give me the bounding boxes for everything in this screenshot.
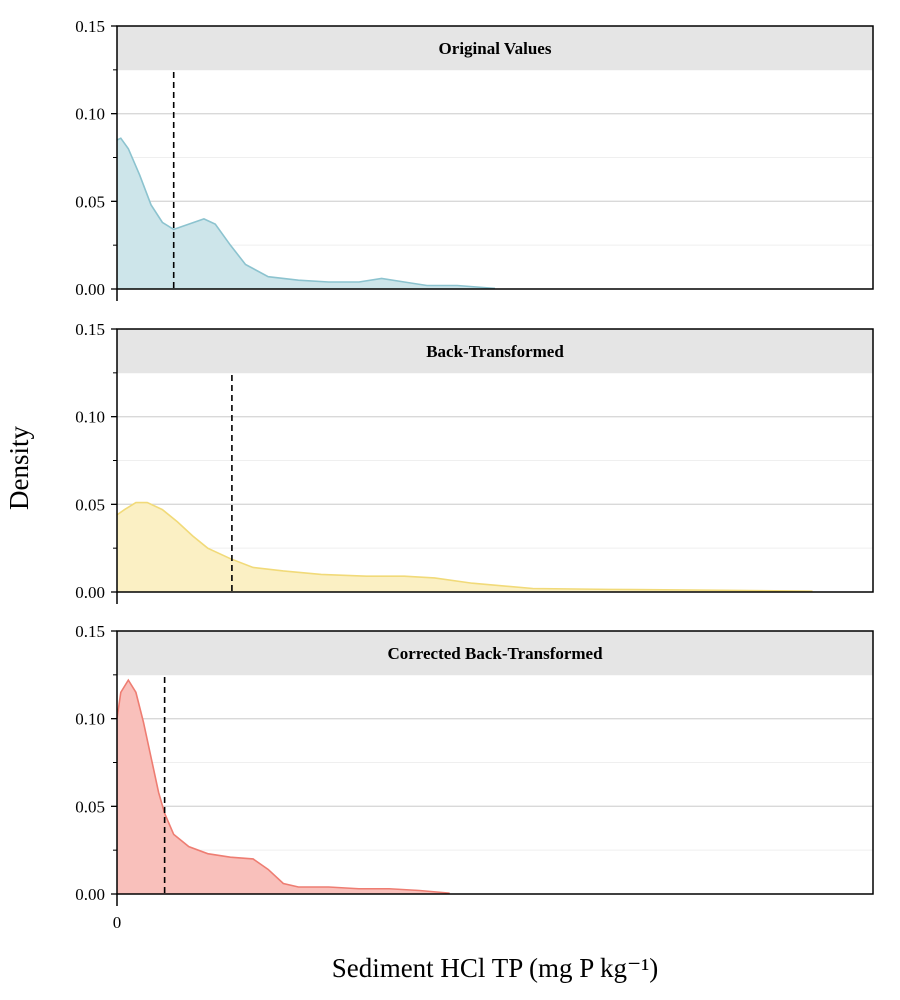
panel-1: Original Values 0.00 0.05 0.10 0.15 — [75, 17, 874, 301]
y-tick-label: 0.15 — [75, 622, 105, 641]
y-tick-label: 0.05 — [75, 495, 105, 514]
density-area — [117, 138, 495, 289]
y-tick-label: 0.00 — [75, 280, 105, 299]
density-line — [116, 501, 813, 592]
y-axis-title: Density — [4, 426, 34, 510]
panels-group: Original Values0.000.050.100.15Back-Tran… — [75, 17, 874, 932]
facet-strip — [117, 631, 873, 675]
y-tick-label: 0.15 — [75, 17, 105, 36]
density-line — [116, 137, 496, 290]
density-line — [116, 678, 450, 894]
y-tick-label: 0.05 — [75, 192, 105, 211]
y-tick-label: 0.10 — [75, 105, 105, 124]
density-area — [117, 680, 450, 894]
facet-strip-label: Original Values — [439, 39, 552, 58]
y-tick-label: 0.00 — [75, 885, 105, 904]
facet-strip — [117, 26, 873, 70]
density-area — [117, 502, 813, 592]
y-tick-label: 0.00 — [75, 583, 105, 602]
facet-strip-label: Back-Transformed — [426, 342, 564, 361]
x-tick-label: 0 — [113, 913, 122, 932]
panel-3: Corrected Back-Transformed 0.00 0.05 0.10 0.… — [75, 622, 874, 932]
y-tick-label: 0.15 — [75, 320, 105, 339]
y-tick-label: 0.05 — [75, 797, 105, 816]
facet-strip-label: Corrected Back-Transformed — [387, 644, 603, 663]
facet-strip — [117, 329, 873, 373]
panel-2: Back-Transformed 0.00 0.05 0.10 0.15 — [75, 320, 874, 604]
y-tick-label: 0.10 — [75, 408, 105, 427]
x-axis-title: Sediment HCl TP (mg P kg⁻¹) — [332, 953, 659, 983]
y-tick-label: 0.10 — [75, 710, 105, 729]
